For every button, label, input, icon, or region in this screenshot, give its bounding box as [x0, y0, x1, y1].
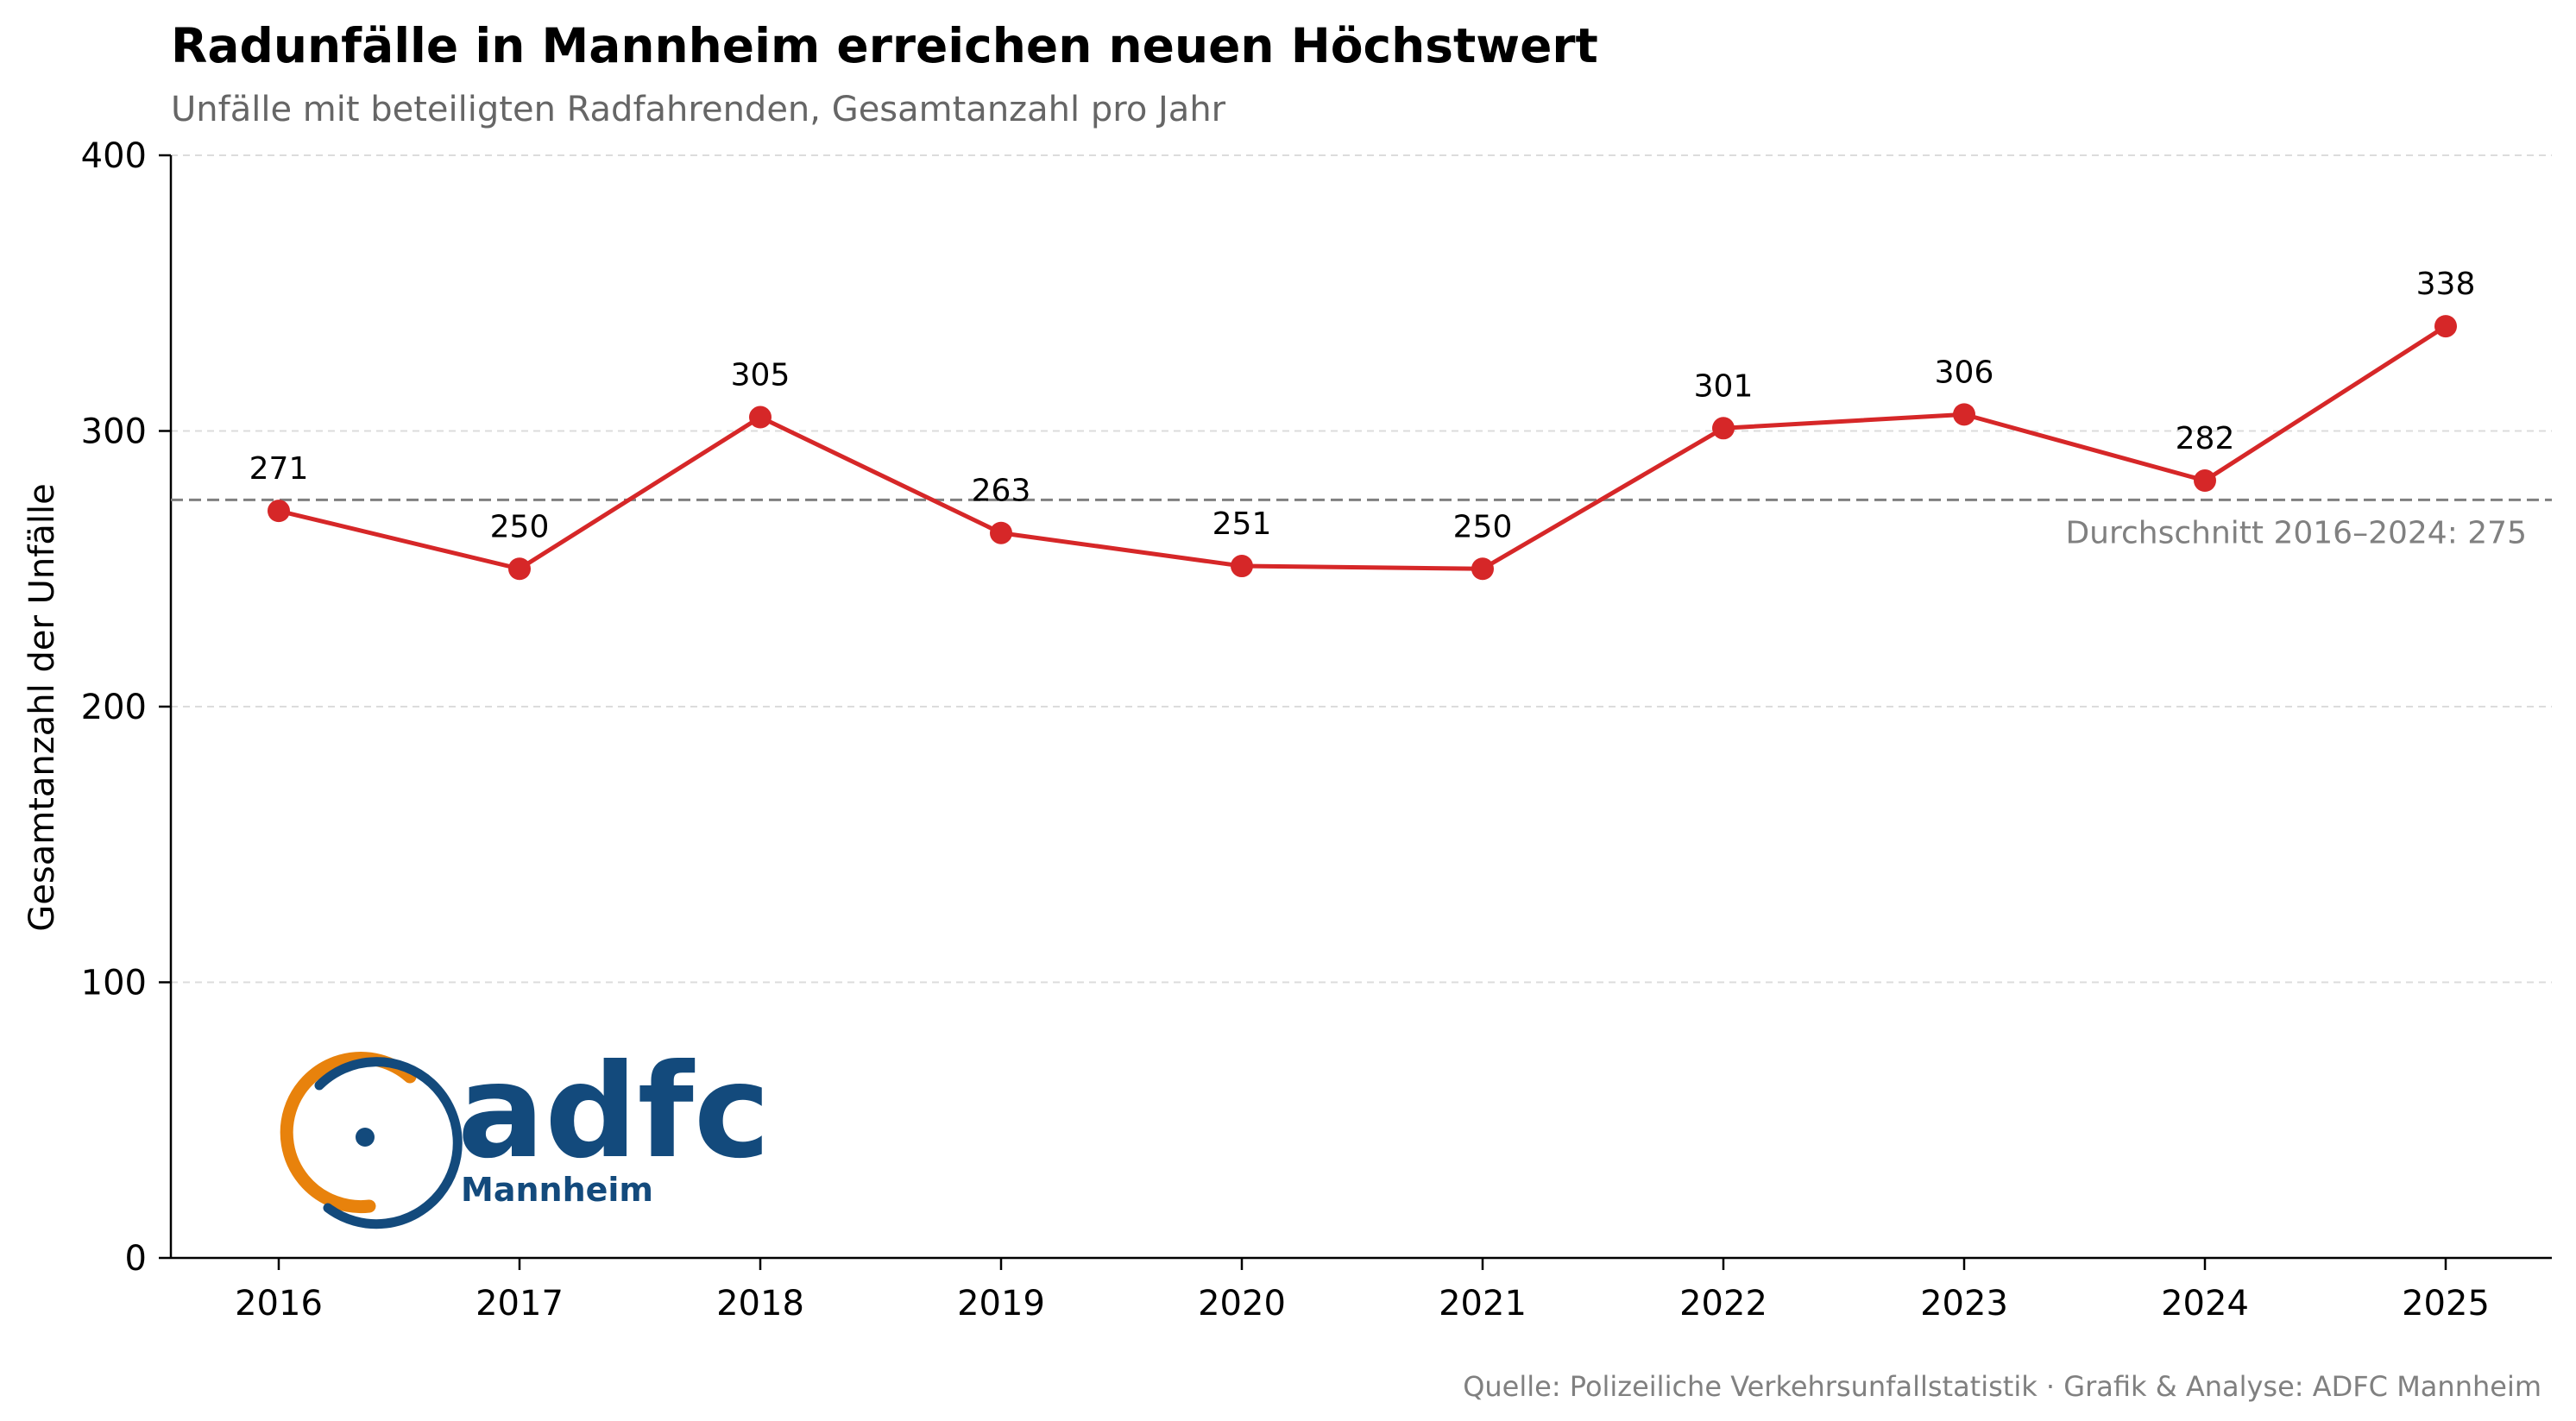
data-label: 263 [972, 474, 1031, 509]
data-point [2194, 469, 2216, 493]
data-point [508, 557, 531, 581]
source-note: Quelle: Polizeiliche Verkehrsunfallstati… [1463, 1370, 2541, 1403]
data-label: 271 [249, 451, 309, 487]
x-tick-label: 2017 [476, 1284, 564, 1324]
data-point [1953, 403, 1975, 426]
data-points [268, 315, 2457, 581]
grid-lines [171, 154, 2552, 984]
data-label: 251 [1212, 506, 1272, 542]
logo-blue-arc-icon [314, 1057, 463, 1229]
x-tick-label: 2020 [1198, 1284, 1286, 1324]
x-tick-label: 2023 [1920, 1284, 2008, 1324]
y-tick-label: 400 [81, 136, 147, 176]
x-axis-ticks: 2016 2017 2018 2019 2020 2021 2022 2023 2024 2025 [235, 1258, 2490, 1324]
x-tick-label: 2019 [957, 1284, 1045, 1324]
chart-title: Radunfälle in Mannheim erreichen neuen H… [171, 18, 1598, 73]
x-tick-label: 2024 [2161, 1284, 2249, 1324]
data-label: 250 [1453, 509, 1513, 544]
y-axis-label: Gesamtanzahl der Unfälle [22, 483, 62, 931]
average-label: Durchschnitt 2016–2024: 275 [2065, 515, 2527, 550]
data-label: 250 [490, 509, 550, 544]
data-label: 338 [2416, 267, 2476, 302]
y-tick-label: 300 [81, 412, 147, 452]
y-axis-ticks: 0 100 200 300 400 [81, 136, 171, 1279]
data-labels: 271 250 305 263 251 250 301 306 282 338 [249, 267, 2476, 544]
x-tick-label: 2021 [1439, 1284, 1527, 1324]
logo-dot-icon [356, 1128, 375, 1147]
y-tick-label: 100 [81, 964, 147, 1003]
adfc-logo: adfc Mannheim [280, 1037, 771, 1229]
logo-wordmark: adfc [457, 1037, 771, 1187]
data-label: 282 [2176, 421, 2235, 456]
data-point [2434, 315, 2457, 338]
data-point [1471, 557, 1494, 581]
x-tick-label: 2018 [716, 1284, 804, 1324]
data-point [990, 521, 1012, 544]
x-tick-label: 2022 [1679, 1284, 1767, 1324]
data-label: 305 [731, 358, 790, 393]
series-line [278, 324, 2447, 571]
logo-orange-arc-icon [280, 1052, 417, 1214]
data-point [749, 406, 772, 429]
chart-subtitle: Unfälle mit beteiligten Radfahrenden, Ge… [171, 90, 1226, 129]
y-tick-label: 0 [125, 1239, 147, 1279]
x-tick-label: 2016 [235, 1284, 323, 1324]
data-point [1712, 417, 1735, 440]
y-tick-label: 200 [81, 688, 147, 727]
x-tick-label: 2025 [2402, 1284, 2490, 1324]
data-point [268, 500, 290, 523]
data-label: 306 [1935, 355, 1994, 390]
data-label: 301 [1694, 368, 1754, 404]
data-point [1231, 555, 1253, 578]
logo-subtitle: Mannheim [461, 1171, 653, 1209]
